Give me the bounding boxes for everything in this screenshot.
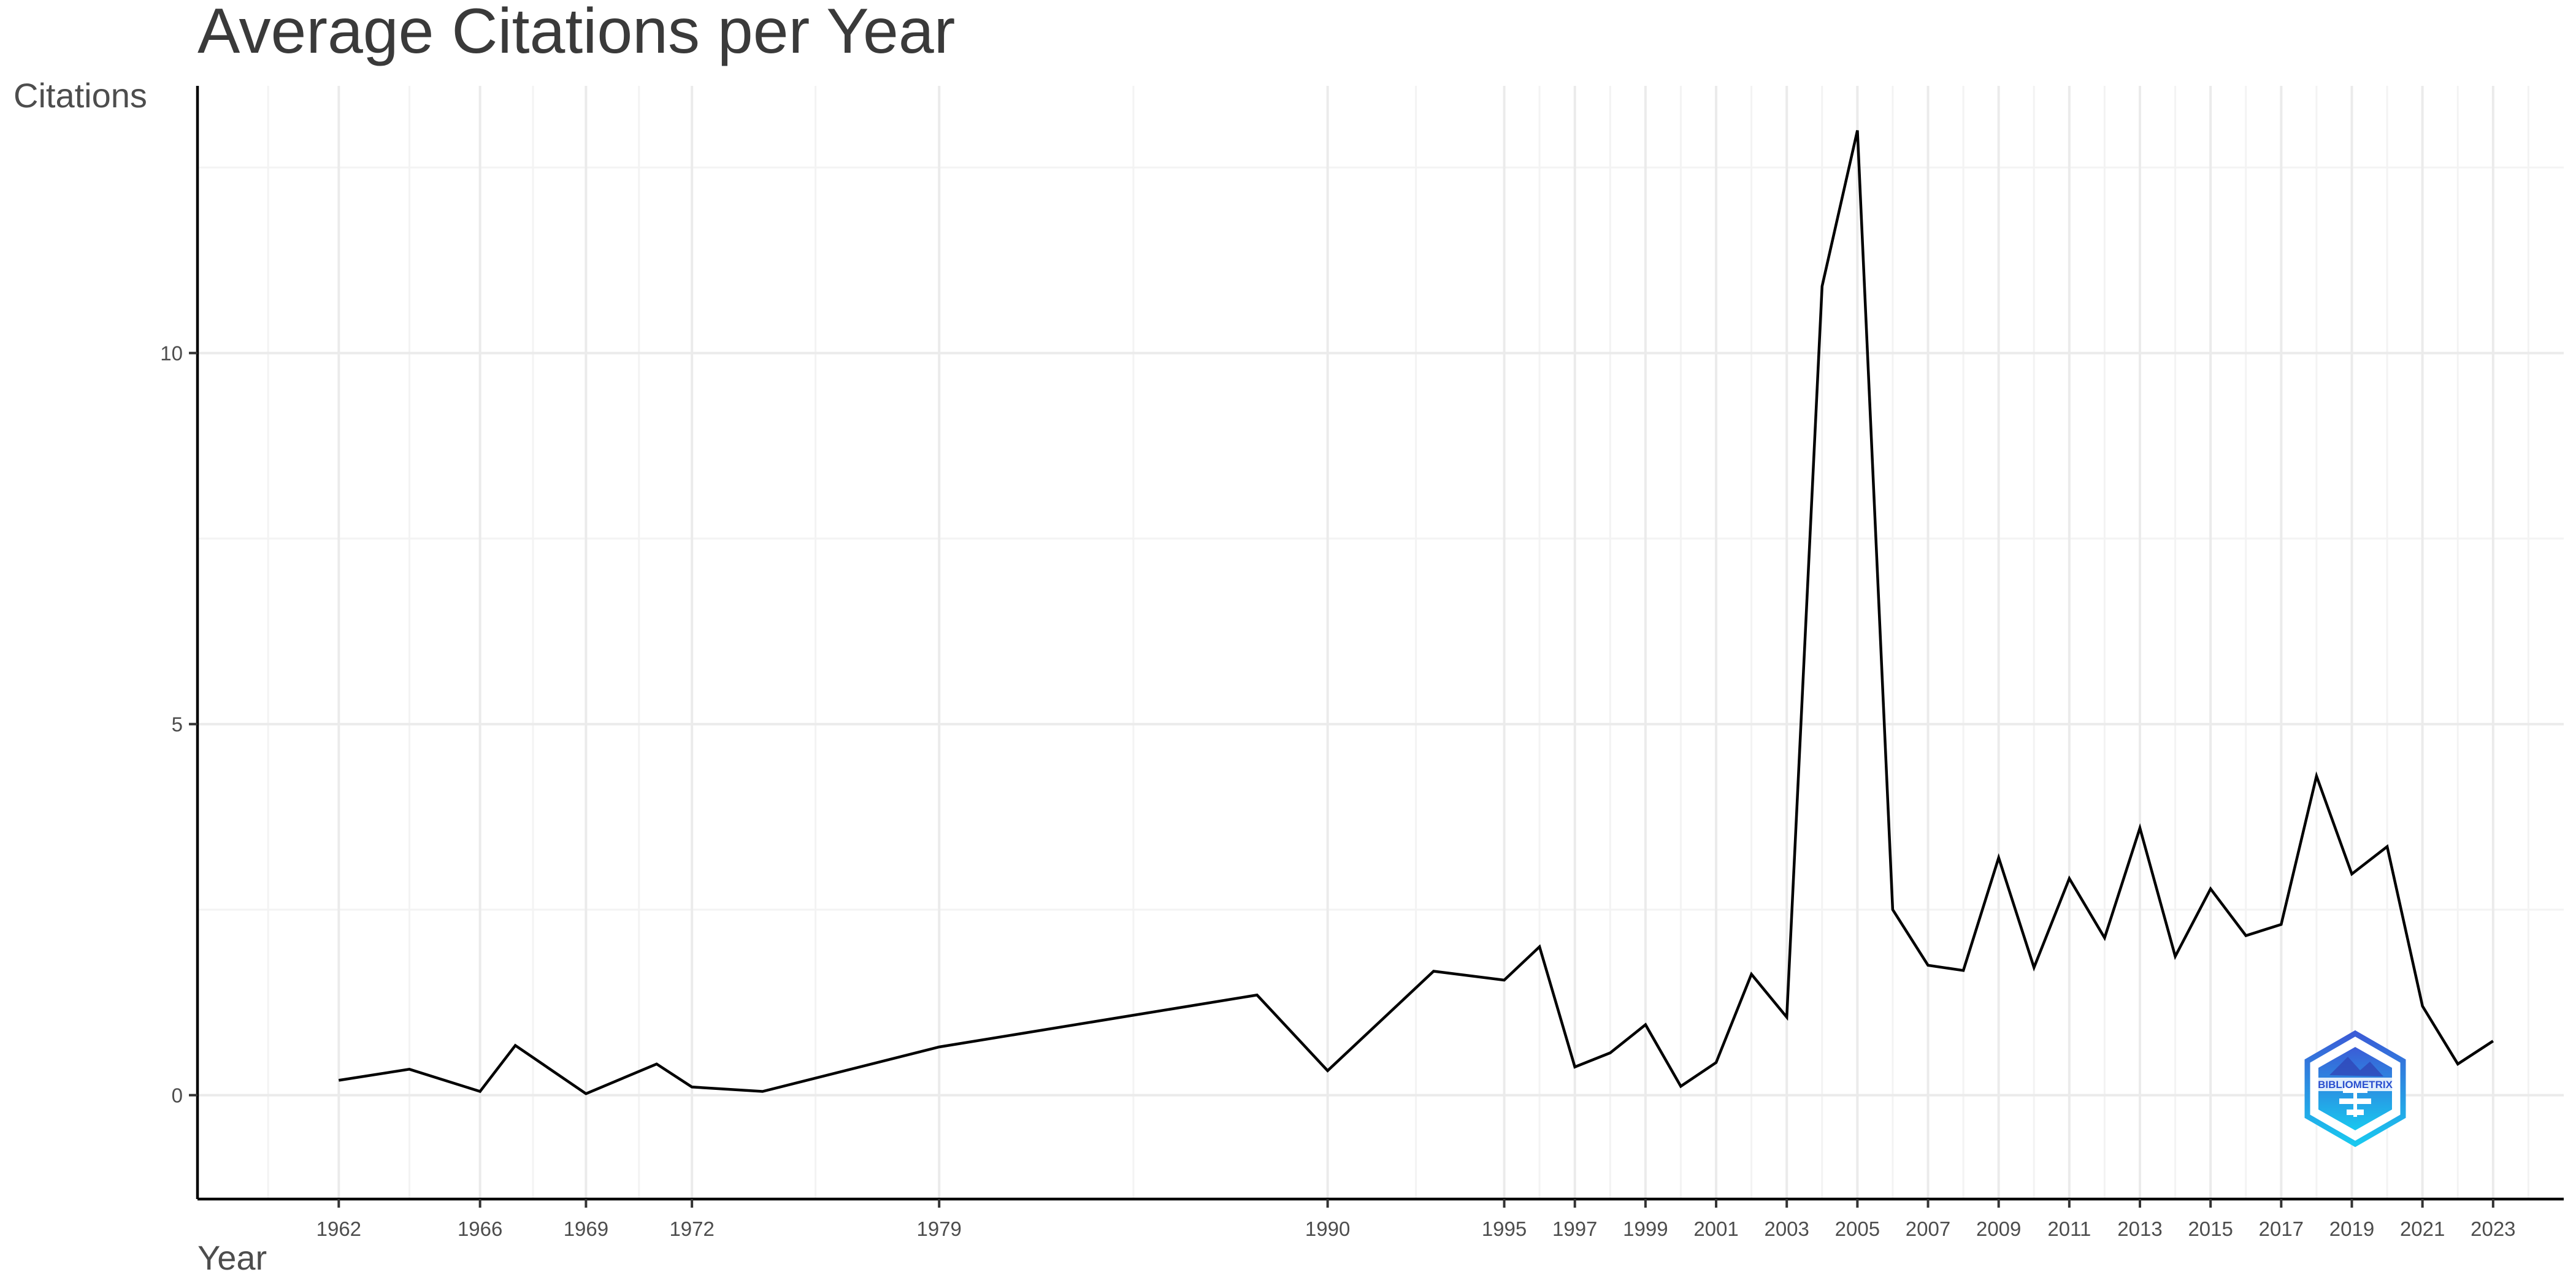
x-tick-label: 1962 — [316, 1217, 361, 1240]
series-line — [338, 130, 2494, 1095]
x-tick-label: 1997 — [1552, 1217, 1597, 1240]
x-tick-label: 2019 — [2329, 1217, 2374, 1240]
x-tick-label: 1990 — [1305, 1217, 1350, 1240]
x-tick-label: 1972 — [669, 1217, 714, 1240]
y-tick-label: 0 — [172, 1084, 183, 1107]
logo-text: BIBLIOMETRIX — [2318, 1079, 2393, 1091]
axes — [196, 86, 2564, 1201]
x-tick-label: 2005 — [1835, 1217, 1880, 1240]
x-tick-label: 2021 — [2400, 1217, 2445, 1240]
x-tick-label: 2001 — [1693, 1217, 1738, 1240]
x-tick-label: 1999 — [1623, 1217, 1668, 1240]
x-tick-label: 2009 — [1976, 1217, 2021, 1240]
x-tick-label: 2013 — [2117, 1217, 2162, 1240]
x-tick-label: 2015 — [2188, 1217, 2233, 1240]
x-tick-label: 2003 — [1764, 1217, 1809, 1240]
x-axis-label: Year — [197, 1238, 267, 1277]
x-tick-label: 1966 — [458, 1217, 502, 1240]
chart-title: Average Citations per Year — [197, 0, 955, 67]
x-tick-label: 1969 — [564, 1217, 608, 1240]
y-axis-label: Citations — [13, 76, 147, 115]
bibliometrix-logo: BIBLIOMETRIX — [2304, 1030, 2406, 1148]
x-ticks: 1962 1966 1969 1972 1979 1990 1995 1997 1999 2001… — [316, 1199, 2516, 1240]
y-ticks: 0 5 10 — [160, 342, 197, 1107]
x-tick-label: 1995 — [1482, 1217, 1527, 1240]
x-tick-label: 2007 — [1906, 1217, 1950, 1240]
y-tick-label: 5 — [172, 713, 183, 736]
x-tick-label: 1979 — [917, 1217, 962, 1240]
major-gridlines — [197, 86, 2564, 1199]
x-tick-label: 2017 — [2259, 1217, 2304, 1240]
minor-gridlines — [197, 86, 2564, 1199]
y-tick-label: 10 — [160, 342, 183, 365]
series-layer — [338, 130, 2494, 1095]
x-tick-label: 2011 — [2047, 1217, 2091, 1240]
x-tick-label: 2023 — [2471, 1217, 2515, 1240]
